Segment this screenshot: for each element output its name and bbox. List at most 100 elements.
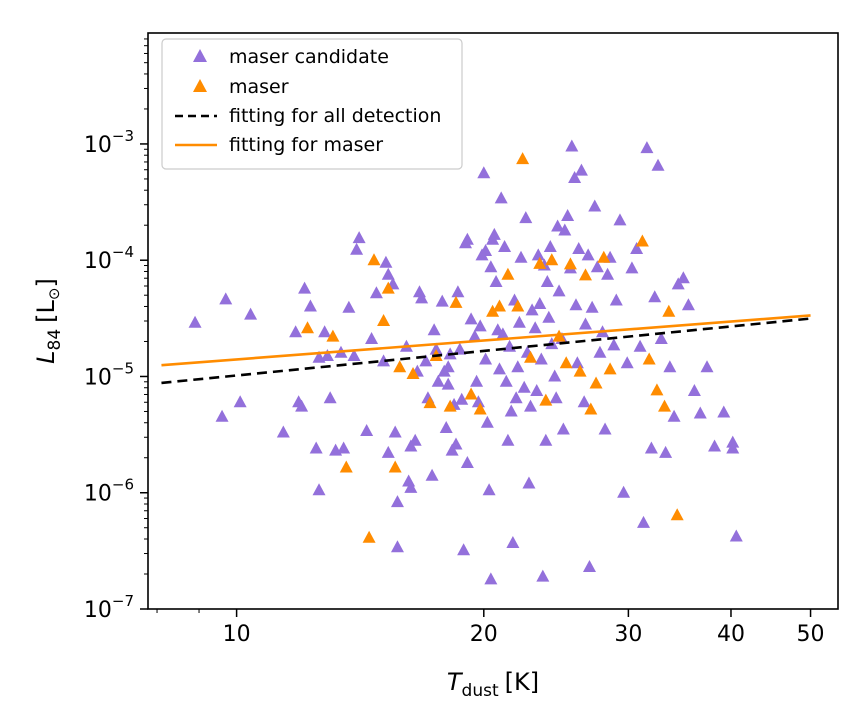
x-tick-label: 20 bbox=[470, 622, 498, 647]
data-point bbox=[362, 530, 376, 543]
legend-label-all-detection: fitting for all detection bbox=[229, 105, 441, 127]
legend: maser candidate maser fitting for all de… bbox=[161, 38, 463, 170]
data-point bbox=[441, 360, 455, 373]
data-point bbox=[431, 374, 445, 387]
data-point bbox=[381, 445, 395, 458]
data-point bbox=[390, 540, 404, 553]
data-point bbox=[425, 468, 439, 481]
data-point bbox=[512, 315, 526, 328]
data-points bbox=[161, 139, 811, 585]
data-point bbox=[569, 298, 583, 311]
data-point bbox=[561, 209, 575, 222]
data-point bbox=[593, 345, 607, 358]
data-point bbox=[726, 441, 740, 454]
data-point bbox=[365, 332, 379, 345]
data-point bbox=[729, 529, 743, 542]
data-point bbox=[658, 399, 672, 412]
data-point bbox=[381, 281, 395, 294]
data-point bbox=[498, 239, 512, 252]
data-point bbox=[312, 483, 326, 496]
data-point bbox=[337, 441, 351, 454]
data-point bbox=[637, 515, 651, 528]
data-point bbox=[597, 250, 611, 263]
x-axis-label: Tdust [K] bbox=[447, 668, 539, 701]
data-point bbox=[350, 242, 364, 255]
legend-label-maser: maser bbox=[229, 76, 289, 98]
data-point bbox=[435, 294, 449, 307]
data-point bbox=[429, 342, 443, 355]
data-point bbox=[687, 383, 701, 396]
data-point bbox=[662, 304, 676, 317]
data-point bbox=[620, 356, 634, 369]
data-point bbox=[556, 422, 570, 435]
data-point bbox=[568, 170, 582, 183]
data-point bbox=[477, 166, 491, 179]
data-point bbox=[219, 292, 233, 305]
data-point bbox=[609, 293, 623, 306]
data-point bbox=[499, 374, 513, 387]
data-point bbox=[589, 376, 603, 389]
data-point bbox=[542, 310, 556, 323]
data-point bbox=[551, 219, 565, 232]
data-point bbox=[470, 374, 484, 387]
data-point bbox=[531, 248, 545, 261]
data-point bbox=[563, 257, 577, 270]
data-point bbox=[494, 191, 508, 204]
data-point bbox=[303, 299, 317, 312]
data-point bbox=[650, 383, 664, 396]
data-point bbox=[320, 348, 334, 361]
data-point bbox=[460, 232, 474, 245]
data-point bbox=[501, 267, 515, 280]
data-point bbox=[654, 332, 668, 345]
data-point bbox=[570, 356, 584, 369]
data-point bbox=[651, 158, 665, 171]
data-point bbox=[339, 460, 353, 473]
data-point bbox=[423, 396, 437, 409]
data-point bbox=[464, 312, 478, 325]
data-point bbox=[584, 402, 598, 415]
data-point bbox=[528, 321, 542, 334]
data-point bbox=[670, 508, 684, 521]
data-point bbox=[479, 244, 493, 257]
data-point bbox=[473, 402, 487, 415]
data-point bbox=[445, 443, 459, 456]
x-tick-label: 50 bbox=[797, 622, 825, 647]
data-point bbox=[585, 300, 599, 313]
data-point bbox=[511, 299, 525, 312]
data-point bbox=[496, 327, 510, 340]
data-point bbox=[453, 342, 467, 355]
x-tick-label: 30 bbox=[614, 622, 642, 647]
data-point bbox=[506, 535, 520, 548]
data-point bbox=[522, 476, 536, 489]
legend-marker-maser-candidate bbox=[193, 49, 207, 62]
data-point bbox=[548, 369, 562, 382]
y-tick-label: 10−4 bbox=[84, 243, 134, 274]
data-point bbox=[536, 569, 550, 582]
data-point bbox=[524, 350, 538, 363]
data-point bbox=[635, 234, 649, 247]
data-point bbox=[630, 241, 644, 254]
data-point bbox=[408, 433, 422, 446]
data-point bbox=[524, 399, 538, 412]
legend-label-maser-fit: fitting for maser bbox=[229, 134, 383, 156]
data-point bbox=[484, 572, 498, 585]
data-point bbox=[552, 284, 566, 297]
data-point bbox=[543, 239, 557, 252]
data-point bbox=[648, 290, 662, 303]
legend-label-maser-candidate: maser candidate bbox=[229, 46, 389, 68]
data-point bbox=[188, 315, 202, 328]
data-point bbox=[487, 227, 501, 240]
y-tick-label: 10−5 bbox=[84, 359, 134, 390]
data-point bbox=[342, 300, 356, 313]
data-point bbox=[360, 423, 374, 436]
data-point bbox=[215, 409, 229, 422]
data-point bbox=[693, 406, 707, 419]
data-point bbox=[501, 433, 515, 446]
data-point bbox=[460, 456, 474, 469]
y-axis-label: L84[L⊙] bbox=[32, 278, 65, 364]
data-point bbox=[471, 395, 485, 408]
data-point bbox=[516, 152, 530, 165]
data-point bbox=[573, 364, 587, 377]
data-point bbox=[640, 141, 654, 154]
